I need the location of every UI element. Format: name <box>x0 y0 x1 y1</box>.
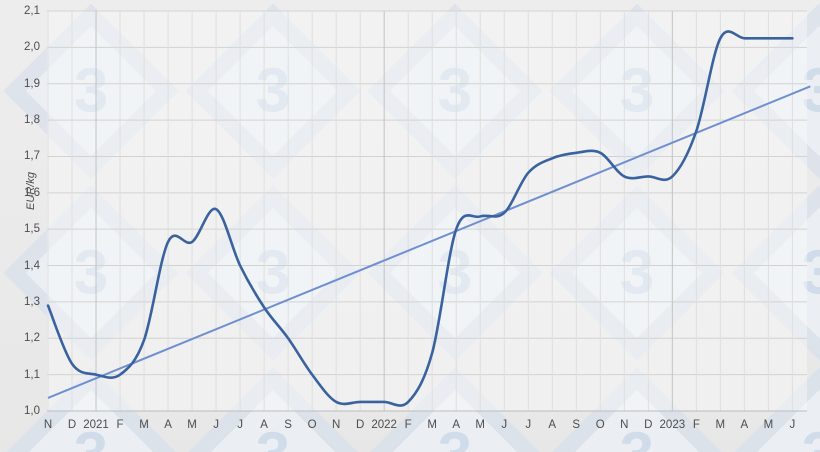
x-tick-label: J <box>501 419 508 431</box>
y-tick-label: 1,8 <box>24 114 40 127</box>
x-tick-label: D <box>67 419 77 431</box>
y-axis-title: EUR/kg <box>25 172 37 210</box>
y-tick-label: 1,2 <box>24 332 40 345</box>
y-tick-label: 1,6 <box>24 186 40 199</box>
gridlines <box>47 10 807 412</box>
x-tick-label: O <box>595 419 605 431</box>
x-tick-label: J <box>213 419 219 431</box>
x-tick-label: 2023 <box>659 419 686 431</box>
x-tick-label: N <box>331 419 341 431</box>
x-tick-label: J <box>237 419 243 431</box>
x-tick-label: 2021 <box>83 419 109 431</box>
x-tick-label: M <box>763 419 774 431</box>
y-tick-label: 1,1 <box>24 368 40 381</box>
x-tick-label: D <box>644 419 653 431</box>
trend-line <box>47 85 811 399</box>
y-tick-label: 1,5 <box>24 223 40 236</box>
plot-area <box>46 10 811 412</box>
x-tick-label: A <box>260 419 268 431</box>
x-tick-label: 2022 <box>371 419 397 431</box>
y-tick-label: 2,1 <box>24 5 40 17</box>
price-series-path <box>46 30 794 407</box>
x-tick-label: N <box>620 419 629 431</box>
x-tick-label: A <box>452 419 461 431</box>
x-tick-label: N <box>43 419 53 431</box>
x-tick-label: M <box>715 419 726 431</box>
x-tick-label: A <box>548 419 557 431</box>
x-tick-label: O <box>307 419 317 431</box>
x-tick-label: F <box>404 419 412 431</box>
price-line <box>46 30 794 407</box>
x-tick-label: M <box>187 419 197 431</box>
trend-series-line <box>47 85 811 399</box>
x-tick-label: M <box>139 419 149 431</box>
x-tick-label: D <box>356 419 365 431</box>
x-tick-label: S <box>572 419 581 431</box>
x-tick-label: M <box>475 419 486 431</box>
x-tick-label: F <box>116 419 124 431</box>
y-tick-label: 1,0 <box>24 405 40 417</box>
x-tick-label: J <box>789 419 796 431</box>
y-tick-label: 1,4 <box>24 259 40 272</box>
y-tick-label: 1,9 <box>24 77 40 90</box>
y-tick-label: 1,3 <box>24 295 40 308</box>
chart-canvas <box>46 10 811 412</box>
x-tick-label: A <box>164 419 172 431</box>
x-tick-label: J <box>525 419 532 431</box>
plot-background <box>47 11 807 411</box>
x-tick-label: S <box>284 419 292 431</box>
x-tick-label: F <box>692 419 700 431</box>
x-tick-label: M <box>427 419 437 431</box>
y-tick-label: 2,0 <box>24 41 40 54</box>
x-tick-label: A <box>740 419 749 431</box>
y-tick-label: 1,7 <box>24 150 40 163</box>
